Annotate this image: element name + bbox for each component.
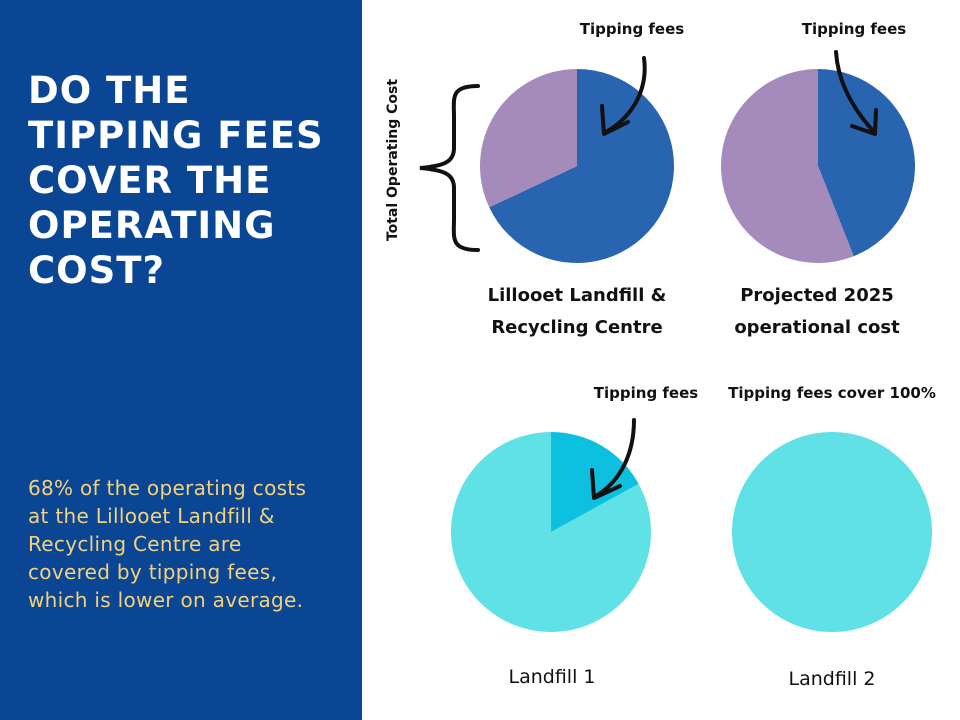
pie-2-slice-remainder	[720, 69, 854, 263]
pie-chart-4	[732, 432, 932, 632]
arrow-3	[590, 418, 636, 500]
pie-1-slice-remainder	[480, 69, 577, 208]
y-axis-label-text: Total Operating Cost	[385, 78, 401, 242]
pie-4-slice-tipping-fees	[732, 432, 932, 632]
pie-chart-1	[480, 69, 674, 263]
headline: DO THE TIPPING FEES COVER THE OPERATING …	[28, 69, 324, 292]
pie-chart-3	[451, 432, 651, 632]
pie-2-slice-tipping-fees	[818, 69, 915, 257]
annotation-2: Tipping fees	[801, 20, 907, 38]
pie-charts-svg	[419, 50, 932, 632]
chart-title-3: Landfill 1	[508, 666, 596, 688]
annotation-4: Tipping fees cover 100%	[728, 384, 936, 402]
pie-1-slice-tipping-fees	[489, 69, 674, 263]
chart-title-2: Projected 2025 operational cost	[734, 285, 900, 338]
pie-chart-2	[720, 69, 915, 263]
chart-title-1: Lillooet Landfill & Recycling Centre	[487, 285, 667, 338]
annotation-3: Tipping fees	[593, 384, 699, 402]
arrow-1	[600, 56, 647, 136]
sidebar-panel: DO THE TIPPING FEES COVER THE OPERATING …	[0, 0, 362, 720]
summary-text: 68% of the operating costs at the Lilloo…	[28, 476, 307, 612]
arrow-2	[834, 50, 878, 136]
annotation-1: Tipping fees	[579, 20, 685, 38]
chart-title-4: Landfill 2	[788, 668, 876, 690]
total-cost-brace	[419, 84, 480, 252]
chart-area: Tipping fees Tipping fees Tipping fees T…	[362, 0, 960, 720]
